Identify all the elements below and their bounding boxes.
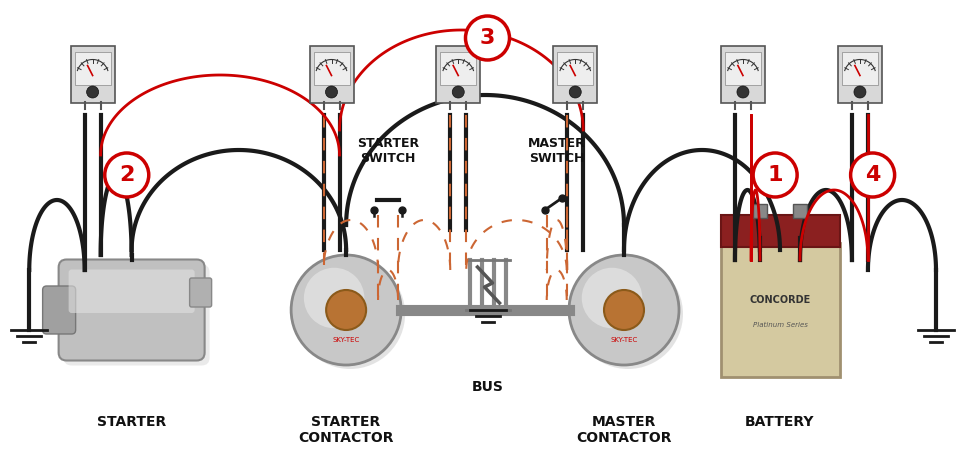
Circle shape <box>295 259 406 369</box>
Circle shape <box>582 268 643 328</box>
Circle shape <box>465 16 510 60</box>
FancyBboxPatch shape <box>75 52 110 85</box>
FancyBboxPatch shape <box>63 265 210 365</box>
FancyBboxPatch shape <box>838 46 882 103</box>
FancyBboxPatch shape <box>558 52 593 85</box>
FancyBboxPatch shape <box>721 215 839 247</box>
Circle shape <box>292 255 401 365</box>
Text: SKY-TEC: SKY-TEC <box>610 337 638 343</box>
FancyBboxPatch shape <box>68 270 195 313</box>
Text: Platinum Series: Platinum Series <box>753 322 807 328</box>
Circle shape <box>753 153 798 197</box>
Text: STARTER
CONTACTOR: STARTER CONTACTOR <box>298 415 394 445</box>
Circle shape <box>326 86 337 98</box>
FancyBboxPatch shape <box>553 46 598 103</box>
Circle shape <box>87 86 98 98</box>
FancyBboxPatch shape <box>753 204 767 218</box>
Text: STARTER: STARTER <box>97 415 167 429</box>
Text: 3: 3 <box>480 28 495 48</box>
FancyBboxPatch shape <box>309 46 354 103</box>
FancyBboxPatch shape <box>70 46 115 103</box>
Text: 1: 1 <box>767 165 783 185</box>
Circle shape <box>569 86 581 98</box>
FancyBboxPatch shape <box>43 286 76 334</box>
Text: MASTER
SWITCH: MASTER SWITCH <box>527 137 586 165</box>
FancyBboxPatch shape <box>721 46 765 103</box>
FancyBboxPatch shape <box>725 52 760 85</box>
Text: BUS: BUS <box>472 380 503 394</box>
FancyBboxPatch shape <box>793 204 807 218</box>
Text: STARTER
SWITCH: STARTER SWITCH <box>357 137 419 165</box>
FancyBboxPatch shape <box>314 52 349 85</box>
Text: BATTERY: BATTERY <box>745 415 815 429</box>
FancyBboxPatch shape <box>441 52 476 85</box>
Circle shape <box>326 290 367 330</box>
Circle shape <box>452 86 464 98</box>
Circle shape <box>104 153 149 197</box>
Circle shape <box>569 255 679 365</box>
Text: CONCORDE: CONCORDE <box>750 295 810 305</box>
Circle shape <box>737 86 749 98</box>
Circle shape <box>850 153 895 197</box>
FancyBboxPatch shape <box>58 260 205 360</box>
Circle shape <box>304 268 365 328</box>
FancyBboxPatch shape <box>436 46 481 103</box>
Text: MASTER
CONTACTOR: MASTER CONTACTOR <box>576 415 672 445</box>
Circle shape <box>604 290 644 330</box>
FancyBboxPatch shape <box>842 52 878 85</box>
Text: 4: 4 <box>865 165 880 185</box>
Text: SKY-TEC: SKY-TEC <box>332 337 360 343</box>
FancyBboxPatch shape <box>189 278 212 307</box>
FancyBboxPatch shape <box>721 243 839 377</box>
Text: 2: 2 <box>119 165 135 185</box>
Circle shape <box>573 259 683 369</box>
Circle shape <box>854 86 866 98</box>
